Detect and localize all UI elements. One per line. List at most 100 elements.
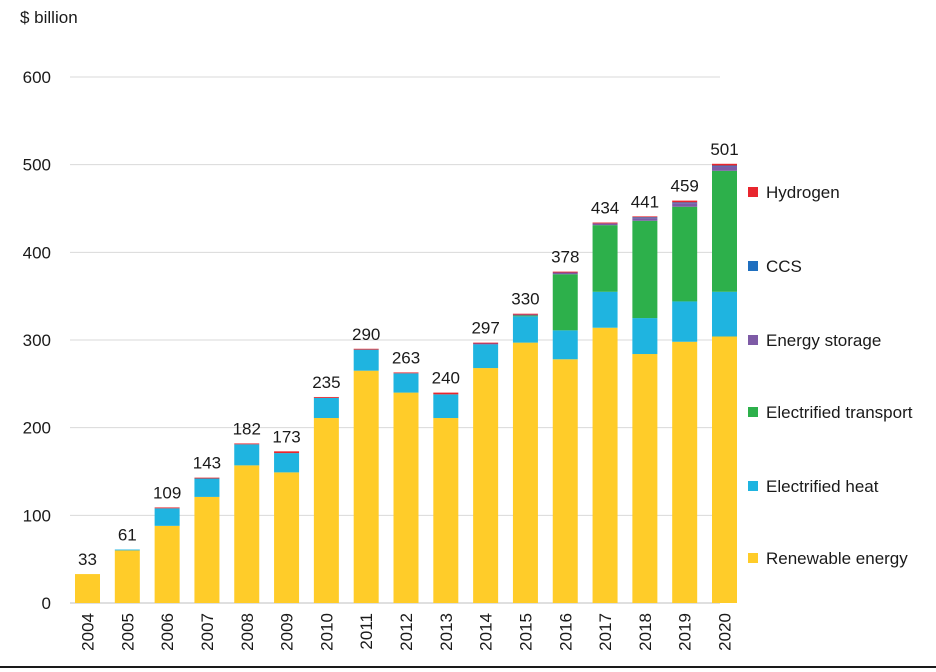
bar-2008-hydrogen: [234, 443, 260, 445]
x-tick-label-2010: 2010: [317, 613, 336, 651]
bar-2020-energy-storage: [712, 166, 737, 171]
x-tick-label-2018: 2018: [636, 613, 655, 651]
legend-label-energy-storage: Energy storage: [766, 331, 882, 350]
x-tick-label-2015: 2015: [516, 613, 535, 651]
legend-swatch-energy-storage: [748, 335, 758, 345]
bar-2017-energy-storage: [592, 223, 618, 226]
bar-2016-electrified-transport: [552, 274, 578, 331]
y-tick-label-600: 600: [23, 68, 51, 87]
bar-2016-renewable-energy: [552, 359, 578, 603]
bar-2013-hydrogen: [433, 392, 459, 395]
x-tick-label-2007: 2007: [198, 613, 217, 651]
y-tick-label-200: 200: [23, 419, 51, 438]
bar-2019-renewable-energy: [672, 341, 698, 603]
legend-swatch-renewable-energy: [748, 553, 758, 563]
bar-2012-renewable-energy: [393, 392, 419, 603]
bar-2016-energy-storage: [552, 272, 578, 275]
bar-2013-renewable-energy: [433, 418, 459, 603]
legend-label-ccs: CCS: [766, 257, 802, 276]
total-label-2019: 459: [671, 177, 699, 196]
legend-swatch-electrified-heat: [748, 481, 758, 491]
bar-2019-energy-storage: [672, 203, 698, 207]
legend-label-electrified-transport: Electrified transport: [766, 403, 913, 422]
bar-2014-hydrogen: [473, 342, 499, 344]
bar-2005-renewable-energy: [114, 550, 140, 603]
total-label-2008: 182: [233, 419, 261, 438]
bar-2015-energy-storage: [512, 314, 538, 316]
bar-2010-hydrogen: [313, 396, 339, 398]
chart-legend: Hydrogen CCS Energy storage Electrified …: [748, 0, 936, 672]
bar-2017-hydrogen: [592, 222, 618, 224]
bar-2010-renewable-energy: [313, 418, 339, 603]
total-label-2014: 297: [471, 319, 499, 338]
x-tick-label-2012: 2012: [397, 613, 416, 651]
bar-2012-electrified-heat: [393, 373, 419, 393]
bar-2006-renewable-energy: [154, 525, 180, 603]
total-label-2020: 501: [710, 140, 738, 159]
x-tick-label-2020: 2020: [716, 613, 735, 651]
x-tick-label-2017: 2017: [596, 613, 615, 651]
bar-2014-energy-storage: [473, 343, 499, 345]
bar-2018-electrified-transport: [632, 220, 658, 319]
legend-label-renewable-energy: Renewable energy: [766, 549, 908, 568]
total-label-2016: 378: [551, 248, 579, 267]
y-tick-label-400: 400: [23, 243, 51, 262]
total-label-2017: 434: [591, 199, 619, 218]
legend-swatch-hydrogen: [748, 187, 758, 197]
bar-2012-hydrogen: [393, 372, 419, 374]
legend-item-electrified-transport: Electrified transport: [748, 402, 916, 424]
bar-2014-renewable-energy: [473, 368, 499, 603]
bar-2011-renewable-energy: [353, 370, 379, 603]
bar-2018-electrified-heat: [632, 318, 658, 355]
total-label-2005: 61: [118, 526, 137, 545]
legend-label-hydrogen: Hydrogen: [766, 183, 840, 202]
y-tick-label-300: 300: [23, 331, 51, 350]
legend-item-hydrogen: Hydrogen: [748, 182, 916, 204]
total-label-2015: 330: [511, 290, 539, 309]
bar-2015-renewable-energy: [512, 342, 538, 603]
bar-2017-electrified-transport: [592, 225, 618, 292]
x-tick-label-2008: 2008: [238, 613, 257, 651]
bar-2005-electrified-heat: [114, 549, 140, 551]
bar-2010-electrified-heat: [313, 397, 339, 419]
bar-2020-electrified-heat: [712, 291, 737, 337]
bar-2014-electrified-heat: [473, 344, 499, 369]
x-tick-label-2004: 2004: [79, 613, 98, 651]
legend-swatch-ccs: [748, 261, 758, 271]
bar-2016-electrified-heat: [552, 330, 578, 360]
total-label-2012: 263: [392, 348, 420, 367]
x-tick-label-2016: 2016: [556, 613, 575, 651]
total-label-2004: 33: [78, 550, 97, 569]
legend-swatch-electrified-transport: [748, 407, 758, 417]
x-tick-label-2011: 2011: [357, 613, 376, 650]
bar-2008-renewable-energy: [234, 465, 260, 603]
bar-2015-hydrogen: [512, 313, 538, 315]
bar-2020-renewable-energy: [712, 336, 737, 603]
bar-2007-hydrogen: [194, 477, 220, 479]
bar-2016-hydrogen: [552, 271, 578, 273]
bar-2018-renewable-energy: [632, 354, 658, 603]
bottom-border-line: [0, 666, 936, 668]
total-label-2013: 240: [432, 369, 460, 388]
bar-2019-ccs: [672, 202, 698, 204]
bar-2009-hydrogen: [274, 451, 300, 454]
total-label-2009: 173: [272, 427, 300, 446]
x-tick-label-2013: 2013: [437, 613, 456, 651]
legend-label-electrified-heat: Electrified heat: [766, 477, 879, 496]
y-tick-label-0: 0: [42, 594, 51, 613]
bar-2006-hydrogen: [154, 507, 180, 509]
bar-2020-hydrogen: [712, 163, 737, 166]
legend-item-ccs: CCS: [748, 256, 916, 278]
x-tick-label-2019: 2019: [676, 613, 695, 651]
bar-2007-renewable-energy: [194, 496, 220, 603]
legend-item-electrified-heat: Electrified heat: [748, 476, 916, 498]
y-tick-label-100: 100: [23, 506, 51, 525]
bar-2019-electrified-heat: [672, 301, 698, 342]
x-tick-label-2005: 2005: [118, 613, 137, 651]
bar-2015-electrified-heat: [512, 316, 538, 343]
bar-2017-renewable-energy: [592, 327, 618, 603]
total-label-2018: 441: [631, 192, 659, 211]
x-tick-label-2006: 2006: [158, 613, 177, 651]
x-tick-label-2009: 2009: [278, 613, 297, 651]
